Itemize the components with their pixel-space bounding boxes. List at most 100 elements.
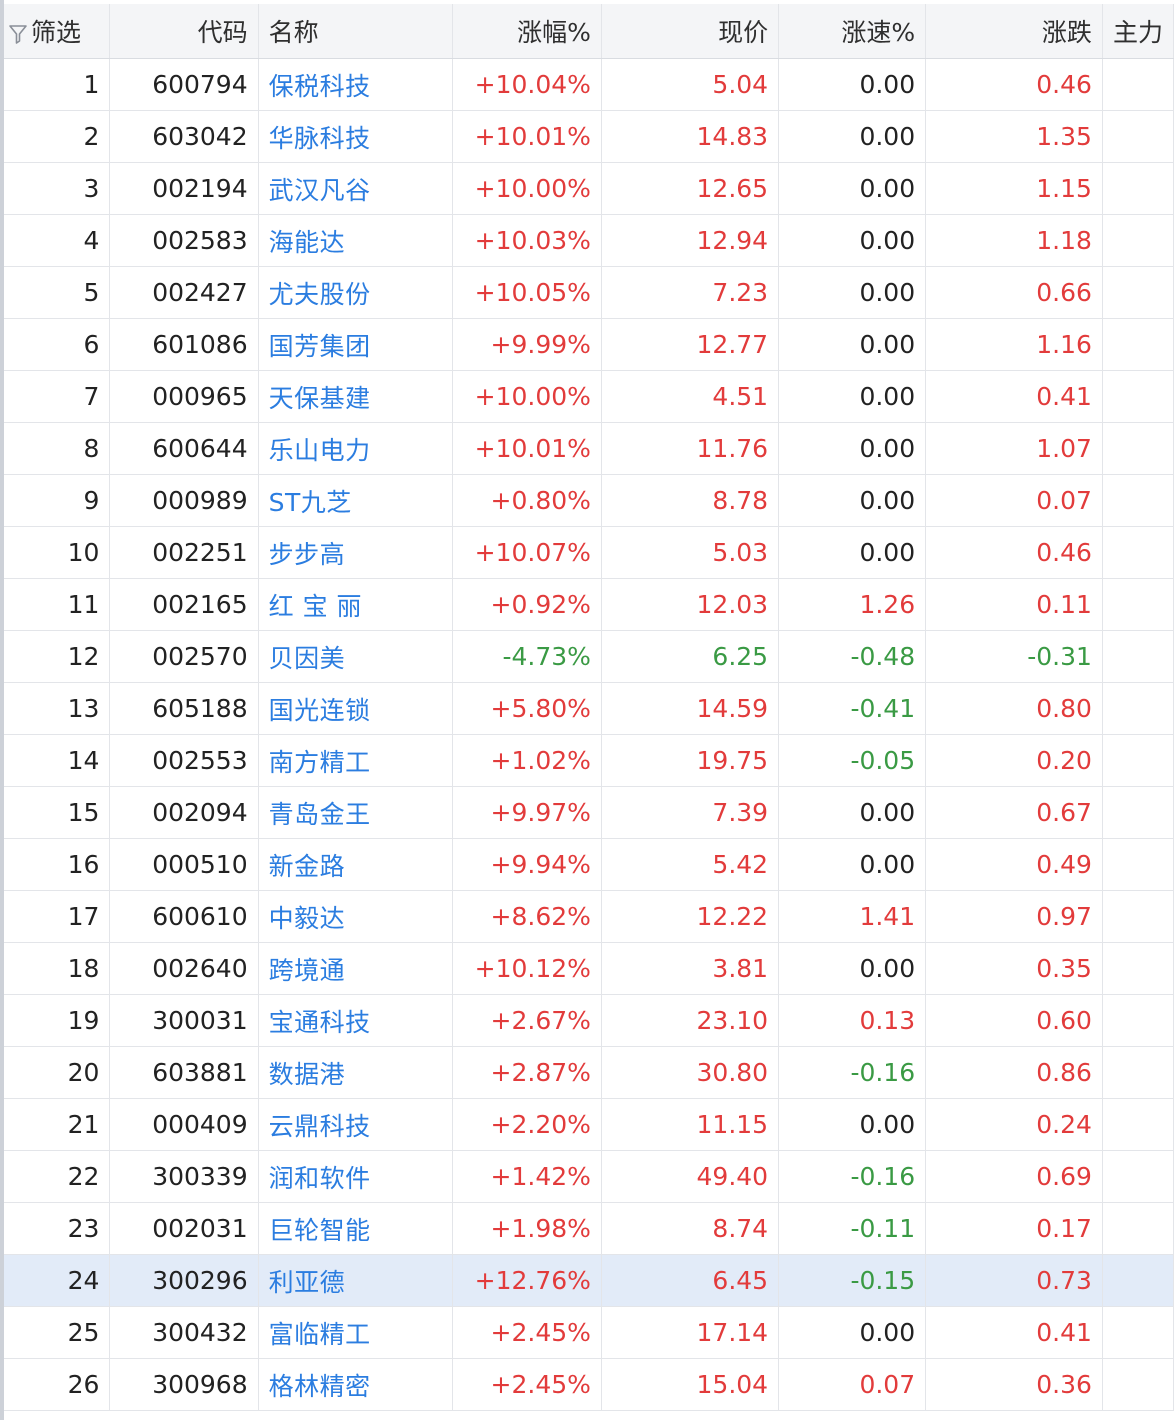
price: 6.45 bbox=[601, 1254, 780, 1307]
speed-pct: 0.00 bbox=[778, 526, 927, 579]
table-row[interactable]: 16 000510 新金路 +9.94% 5.42 0.00 0.49 bbox=[4, 838, 1174, 891]
table-row[interactable]: 17 600610 中毅达 +8.62% 12.22 1.41 0.97 bbox=[4, 890, 1174, 943]
stock-name: 利亚德 bbox=[258, 1254, 453, 1307]
filter-label: 筛选 bbox=[31, 18, 82, 47]
speed-pct: -0.16 bbox=[778, 1046, 927, 1099]
extra-cell bbox=[1102, 370, 1174, 423]
stock-code: 300968 bbox=[109, 1358, 259, 1411]
table-row[interactable]: 8 600644 乐山电力 +10.01% 11.76 0.00 1.07 bbox=[4, 422, 1174, 475]
price: 8.74 bbox=[601, 1202, 780, 1255]
table-row[interactable]: 18 002640 跨境通 +10.12% 3.81 0.00 0.35 bbox=[4, 942, 1174, 995]
stock-code: 002427 bbox=[109, 266, 259, 319]
price: 7.23 bbox=[601, 266, 780, 319]
speed-pct: 0.00 bbox=[778, 942, 927, 995]
extra-cell bbox=[1102, 734, 1174, 787]
row-index: 13 bbox=[4, 682, 111, 735]
header-change-pct[interactable]: 涨幅% bbox=[452, 4, 602, 59]
table-row[interactable]: 15 002094 青岛金王 +9.97% 7.39 0.00 0.67 bbox=[4, 786, 1174, 839]
header-extra[interactable]: 主力 bbox=[1102, 4, 1174, 59]
row-index: 7 bbox=[4, 370, 111, 423]
change: 0.66 bbox=[925, 266, 1103, 319]
stock-code: 002553 bbox=[109, 734, 259, 787]
stock-code: 000989 bbox=[109, 474, 259, 527]
table-row[interactable]: 14 002553 南方精工 +1.02% 19.75 -0.05 0.20 bbox=[4, 734, 1174, 787]
table-row[interactable]: 2 603042 华脉科技 +10.01% 14.83 0.00 1.35 bbox=[4, 110, 1174, 163]
table-header: 筛选 代码 名称 涨幅% 现价 涨速% 涨跌 主力 bbox=[4, 4, 1174, 59]
row-index: 21 bbox=[4, 1098, 111, 1151]
change-pct: +2.87% bbox=[452, 1046, 602, 1099]
stock-name: 乐山电力 bbox=[258, 422, 453, 475]
speed-pct: 0.00 bbox=[778, 422, 927, 475]
row-index: 11 bbox=[4, 578, 111, 631]
stock-code: 002165 bbox=[109, 578, 259, 631]
speed-pct: 0.00 bbox=[778, 1306, 927, 1359]
price: 12.77 bbox=[601, 318, 780, 371]
filter-header[interactable]: 筛选 bbox=[4, 4, 111, 59]
table-row[interactable]: 4 002583 海能达 +10.03% 12.94 0.00 1.18 bbox=[4, 214, 1174, 267]
header-name[interactable]: 名称 bbox=[258, 4, 453, 59]
table-row[interactable]: 10 002251 步步高 +10.07% 5.03 0.00 0.46 bbox=[4, 526, 1174, 579]
table-row[interactable]: 6 601086 国芳集团 +9.99% 12.77 0.00 1.16 bbox=[4, 318, 1174, 371]
table-row[interactable]: 7 000965 天保基建 +10.00% 4.51 0.00 0.41 bbox=[4, 370, 1174, 423]
extra-cell bbox=[1102, 994, 1174, 1047]
table-row[interactable]: 24 300296 利亚德 +12.76% 6.45 -0.15 0.73 bbox=[4, 1254, 1174, 1307]
price: 4.51 bbox=[601, 370, 780, 423]
stock-name: 新金路 bbox=[258, 838, 453, 891]
extra-cell bbox=[1102, 526, 1174, 579]
change-pct: +9.94% bbox=[452, 838, 602, 891]
table-row[interactable]: 23 002031 巨轮智能 +1.98% 8.74 -0.11 0.17 bbox=[4, 1202, 1174, 1255]
row-index: 20 bbox=[4, 1046, 111, 1099]
header-change[interactable]: 涨跌 bbox=[925, 4, 1103, 59]
change: 0.41 bbox=[925, 370, 1103, 423]
change-pct: +10.03% bbox=[452, 214, 602, 267]
stock-code: 002570 bbox=[109, 630, 259, 683]
change: 1.07 bbox=[925, 422, 1103, 475]
table-row[interactable]: 9 000989 ST九芝 +0.80% 8.78 0.00 0.07 bbox=[4, 474, 1174, 527]
price: 5.42 bbox=[601, 838, 780, 891]
price: 23.10 bbox=[601, 994, 780, 1047]
extra-cell bbox=[1102, 318, 1174, 371]
price: 12.22 bbox=[601, 890, 780, 943]
change-pct: +10.04% bbox=[452, 58, 602, 111]
table-row[interactable]: 19 300031 宝通科技 +2.67% 23.10 0.13 0.60 bbox=[4, 994, 1174, 1047]
change-pct: +10.05% bbox=[452, 266, 602, 319]
table-row[interactable]: 13 605188 国光连锁 +5.80% 14.59 -0.41 0.80 bbox=[4, 682, 1174, 735]
change: 1.35 bbox=[925, 110, 1103, 163]
extra-cell bbox=[1102, 838, 1174, 891]
extra-cell bbox=[1102, 422, 1174, 475]
extra-cell bbox=[1102, 1150, 1174, 1203]
left-edge-bar bbox=[0, 0, 4, 1420]
stock-code: 002031 bbox=[109, 1202, 259, 1255]
speed-pct: -0.41 bbox=[778, 682, 927, 735]
table-row[interactable]: 3 002194 武汉凡谷 +10.00% 12.65 0.00 1.15 bbox=[4, 162, 1174, 215]
table-row[interactable]: 22 300339 润和软件 +1.42% 49.40 -0.16 0.69 bbox=[4, 1150, 1174, 1203]
table-row[interactable]: 21 000409 云鼎科技 +2.20% 11.15 0.00 0.24 bbox=[4, 1098, 1174, 1151]
speed-pct: 0.00 bbox=[778, 162, 927, 215]
table-row[interactable]: 5 002427 尤夫股份 +10.05% 7.23 0.00 0.66 bbox=[4, 266, 1174, 319]
price: 3.81 bbox=[601, 942, 780, 995]
row-index: 10 bbox=[4, 526, 111, 579]
change: 0.49 bbox=[925, 838, 1103, 891]
stock-code: 000965 bbox=[109, 370, 259, 423]
table-row[interactable]: 1 600794 保税科技 +10.04% 5.04 0.00 0.46 bbox=[4, 58, 1174, 111]
change: 0.11 bbox=[925, 578, 1103, 631]
extra-cell bbox=[1102, 110, 1174, 163]
table-row[interactable]: 11 002165 红 宝 丽 +0.92% 12.03 1.26 0.11 bbox=[4, 578, 1174, 631]
stock-code: 000409 bbox=[109, 1098, 259, 1151]
filter-icon[interactable] bbox=[8, 23, 28, 45]
header-code[interactable]: 代码 bbox=[109, 4, 259, 59]
table-row[interactable]: 20 603881 数据港 +2.87% 30.80 -0.16 0.86 bbox=[4, 1046, 1174, 1099]
stock-name: 华脉科技 bbox=[258, 110, 453, 163]
stock-table: 筛选 代码 名称 涨幅% 现价 涨速% 涨跌 主力 1 600794 保税科技 +10… bbox=[4, 4, 1174, 1411]
header-speed-pct[interactable]: 涨速% bbox=[778, 4, 927, 59]
change-pct: +2.67% bbox=[452, 994, 602, 1047]
table-row[interactable]: 25 300432 富临精工 +2.45% 17.14 0.00 0.41 bbox=[4, 1306, 1174, 1359]
speed-pct: 0.00 bbox=[778, 110, 927, 163]
header-price[interactable]: 现价 bbox=[601, 4, 780, 59]
change: 0.17 bbox=[925, 1202, 1103, 1255]
table-row[interactable]: 12 002570 贝因美 -4.73% 6.25 -0.48 -0.31 bbox=[4, 630, 1174, 683]
table-row[interactable]: 26 300968 格林精密 +2.45% 15.04 0.07 0.36 bbox=[4, 1358, 1174, 1411]
extra-cell bbox=[1102, 578, 1174, 631]
stock-name: 云鼎科技 bbox=[258, 1098, 453, 1151]
stock-name: 武汉凡谷 bbox=[258, 162, 453, 215]
